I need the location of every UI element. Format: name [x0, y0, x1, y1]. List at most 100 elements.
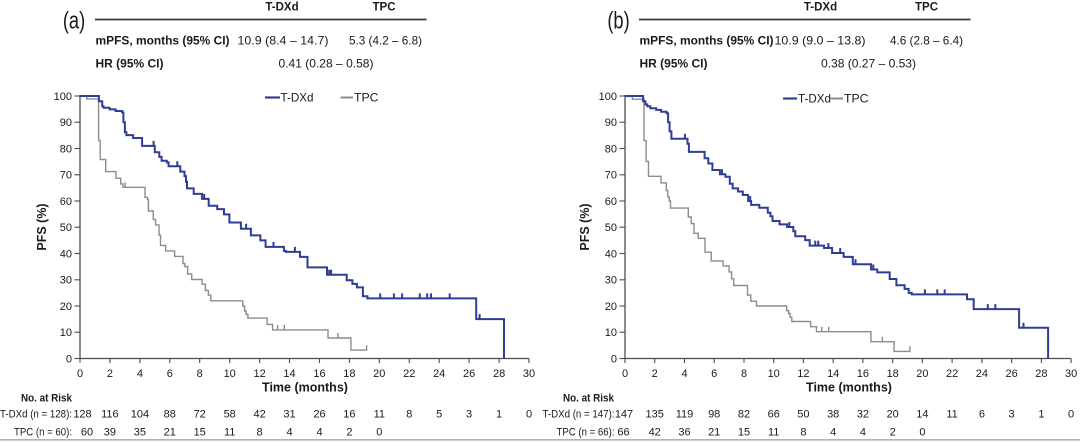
svg-text:T-DXd: T-DXd [804, 2, 837, 14]
svg-text:10: 10 [768, 368, 780, 380]
svg-text:15: 15 [738, 427, 750, 439]
svg-text:4: 4 [137, 368, 143, 380]
svg-text:12: 12 [253, 368, 265, 380]
svg-text:16: 16 [313, 368, 325, 380]
svg-text:14: 14 [916, 409, 928, 421]
svg-text:PFS (%): PFS (%) [578, 203, 592, 250]
svg-text:24: 24 [976, 368, 988, 380]
svg-text:147: 147 [615, 409, 633, 421]
svg-text:30: 30 [605, 275, 617, 287]
svg-text:0: 0 [77, 368, 83, 380]
svg-text:11: 11 [946, 409, 957, 421]
svg-text:0: 0 [66, 353, 72, 365]
svg-text:18: 18 [887, 368, 899, 380]
svg-text:20: 20 [60, 301, 72, 313]
svg-text:14: 14 [283, 368, 295, 380]
svg-text:35: 35 [134, 427, 146, 439]
svg-text:No. at Risk: No. at Risk [21, 393, 73, 405]
svg-text:0: 0 [611, 353, 617, 365]
svg-text:32: 32 [857, 409, 869, 421]
svg-text:60: 60 [605, 196, 617, 208]
svg-text:mPFS, months (95% CI): mPFS, months (95% CI) [96, 34, 230, 48]
svg-text:42: 42 [649, 427, 661, 439]
svg-text:T-DXd: T-DXd [281, 91, 314, 105]
svg-text:30: 30 [1065, 368, 1077, 380]
svg-text:16: 16 [343, 409, 355, 421]
svg-text:6: 6 [711, 368, 717, 380]
svg-text:60: 60 [60, 196, 72, 208]
svg-text:104: 104 [131, 409, 149, 421]
svg-text:14: 14 [827, 368, 839, 380]
svg-text:2: 2 [890, 427, 896, 439]
svg-text:0.41 (0.28 – 0.58): 0.41 (0.28 – 0.58) [279, 57, 374, 71]
svg-text:100: 100 [599, 91, 617, 103]
svg-text:(a): (a) [63, 7, 85, 34]
svg-text:1: 1 [496, 409, 502, 421]
svg-text:119: 119 [676, 409, 694, 421]
svg-text:88: 88 [164, 409, 176, 421]
svg-text:128: 128 [73, 409, 91, 421]
svg-text:98: 98 [708, 409, 720, 421]
svg-text:2: 2 [107, 368, 113, 380]
svg-text:50: 50 [60, 222, 72, 234]
svg-text:10: 10 [224, 368, 236, 380]
svg-text:24: 24 [433, 368, 445, 380]
svg-text:TPC (n = 60):: TPC (n = 60): [14, 427, 72, 439]
svg-text:3: 3 [466, 409, 472, 421]
svg-text:6: 6 [979, 409, 985, 421]
svg-text:T-DXd (n = 147):: T-DXd (n = 147): [543, 409, 615, 421]
svg-text:T-DXd: T-DXd [265, 2, 298, 14]
svg-text:20: 20 [373, 368, 385, 380]
svg-text:15: 15 [194, 427, 206, 439]
svg-text:Time (months): Time (months) [806, 381, 892, 395]
svg-text:3: 3 [1009, 409, 1015, 421]
svg-text:26: 26 [1005, 368, 1017, 380]
svg-text:26: 26 [313, 409, 325, 421]
svg-text:2: 2 [346, 427, 352, 439]
svg-text:0: 0 [376, 427, 382, 439]
svg-text:T-DXd (n = 128):: T-DXd (n = 128): [0, 409, 72, 421]
svg-text:10: 10 [60, 327, 72, 339]
svg-text:66: 66 [768, 409, 780, 421]
svg-text:116: 116 [101, 409, 119, 421]
svg-text:38: 38 [827, 409, 839, 421]
svg-text:80: 80 [605, 143, 617, 155]
svg-text:8: 8 [406, 409, 412, 421]
svg-text:0: 0 [1068, 409, 1074, 421]
svg-text:60: 60 [81, 427, 93, 439]
svg-text:22: 22 [946, 368, 958, 380]
svg-text:90: 90 [60, 117, 72, 129]
svg-text:70: 70 [605, 170, 617, 182]
svg-text:26: 26 [463, 368, 475, 380]
svg-text:0: 0 [526, 409, 532, 421]
svg-text:0: 0 [622, 368, 628, 380]
svg-text:16: 16 [857, 368, 869, 380]
svg-text:22: 22 [403, 368, 415, 380]
svg-text:2: 2 [652, 368, 658, 380]
svg-text:PFS (%): PFS (%) [35, 203, 49, 250]
svg-text:50: 50 [797, 409, 809, 421]
svg-text:HR (95% CI): HR (95% CI) [640, 57, 708, 71]
svg-text:28: 28 [493, 368, 505, 380]
svg-text:6: 6 [167, 368, 173, 380]
svg-text:12: 12 [797, 368, 809, 380]
svg-text:4: 4 [860, 427, 866, 439]
svg-text:8: 8 [741, 368, 747, 380]
svg-text:20: 20 [916, 368, 928, 380]
svg-text:18: 18 [343, 368, 355, 380]
svg-text:39: 39 [104, 427, 116, 439]
svg-text:TPC: TPC [373, 2, 396, 14]
svg-text:TPC (n = 66):: TPC (n = 66): [557, 427, 615, 439]
svg-text:4: 4 [286, 427, 292, 439]
svg-text:10: 10 [605, 327, 617, 339]
svg-text:TPC: TPC [844, 92, 869, 106]
svg-text:21: 21 [164, 427, 176, 439]
svg-text:8: 8 [800, 427, 806, 439]
svg-text:36: 36 [678, 427, 690, 439]
svg-text:40: 40 [605, 248, 617, 260]
svg-text:4.6 (2.8 – 6.4): 4.6 (2.8 – 6.4) [890, 34, 963, 48]
svg-text:30: 30 [523, 368, 535, 380]
svg-text:70: 70 [60, 170, 72, 182]
svg-text:Time (months): Time (months) [262, 381, 348, 395]
svg-text:TPC: TPC [354, 91, 379, 105]
